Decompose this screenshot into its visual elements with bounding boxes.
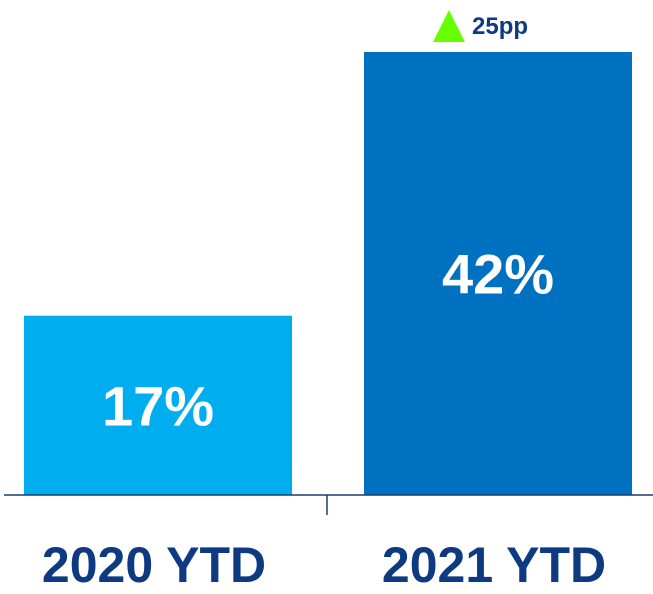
category-label-2: 2021 YTD [382,537,606,593]
bars-group [24,52,632,495]
labels-group: 17% 2020 YTD 42% 2021 YTD [42,243,606,594]
delta-annotation-label: 25pp [472,13,528,40]
bar-value-label-1: 17% [102,374,214,437]
category-label-1: 2020 YTD [42,537,266,593]
triangle-up-icon [433,10,465,42]
x-axis [4,494,653,515]
bar-value-label-2: 42% [442,243,554,306]
bar-1 [24,315,292,495]
bar-2 [364,52,632,495]
annotation-group: 25pp [433,10,528,42]
